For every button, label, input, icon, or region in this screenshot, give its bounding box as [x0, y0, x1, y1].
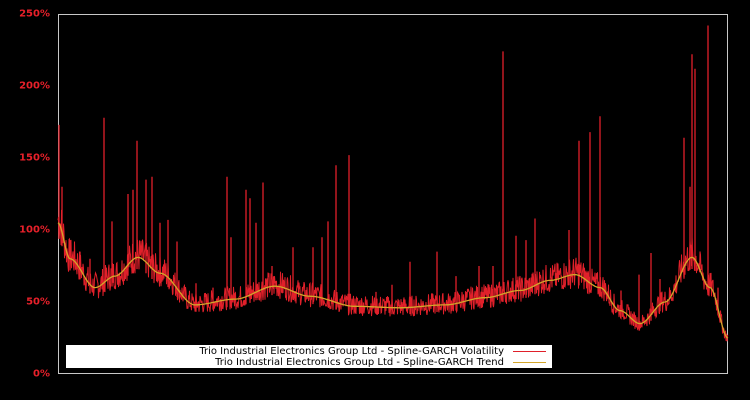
volatility-spikes	[58, 25, 719, 329]
y-tick-50: 50%	[26, 296, 50, 308]
legend-swatch-volatility	[513, 351, 546, 352]
legend: Trio Industrial Electronics Group Ltd - …	[66, 345, 552, 368]
legend-label-trend: Trio Industrial Electronics Group Ltd - …	[215, 357, 504, 368]
legend-swatch-trend	[513, 362, 546, 363]
trend-line	[57, 222, 729, 339]
legend-label-volatility: Trio Industrial Electronics Group Ltd - …	[199, 346, 504, 357]
y-tick-250: 250%	[19, 8, 50, 20]
y-tick-0: 0%	[33, 368, 50, 380]
y-tick-200: 200%	[19, 80, 50, 92]
y-tick-100: 100%	[19, 224, 50, 236]
y-tick-150: 150%	[19, 152, 50, 164]
volatility-line	[57, 209, 729, 342]
